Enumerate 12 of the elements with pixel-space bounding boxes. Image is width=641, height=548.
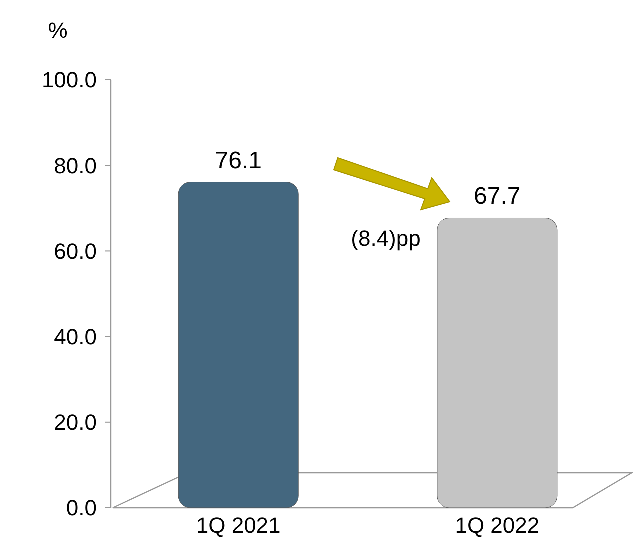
y-tick-label: 80.0 — [54, 153, 97, 178]
x-tick-label: 1Q 2021 — [196, 513, 281, 538]
y-tick-label: 0.0 — [66, 496, 97, 521]
data-label: 76.1 — [215, 147, 262, 174]
y-tick-label: 20.0 — [54, 410, 97, 436]
y-tick-label: 100.0 — [42, 68, 97, 93]
x-tick-label: 1Q 2022 — [455, 513, 540, 538]
y-tick-label: 60.0 — [54, 238, 97, 264]
y-tick-label: 40.0 — [54, 324, 97, 350]
annotation: (8.4)pp — [351, 226, 421, 251]
data-label: 67.7 — [474, 183, 521, 210]
y-axis-title: % — [48, 18, 68, 43]
